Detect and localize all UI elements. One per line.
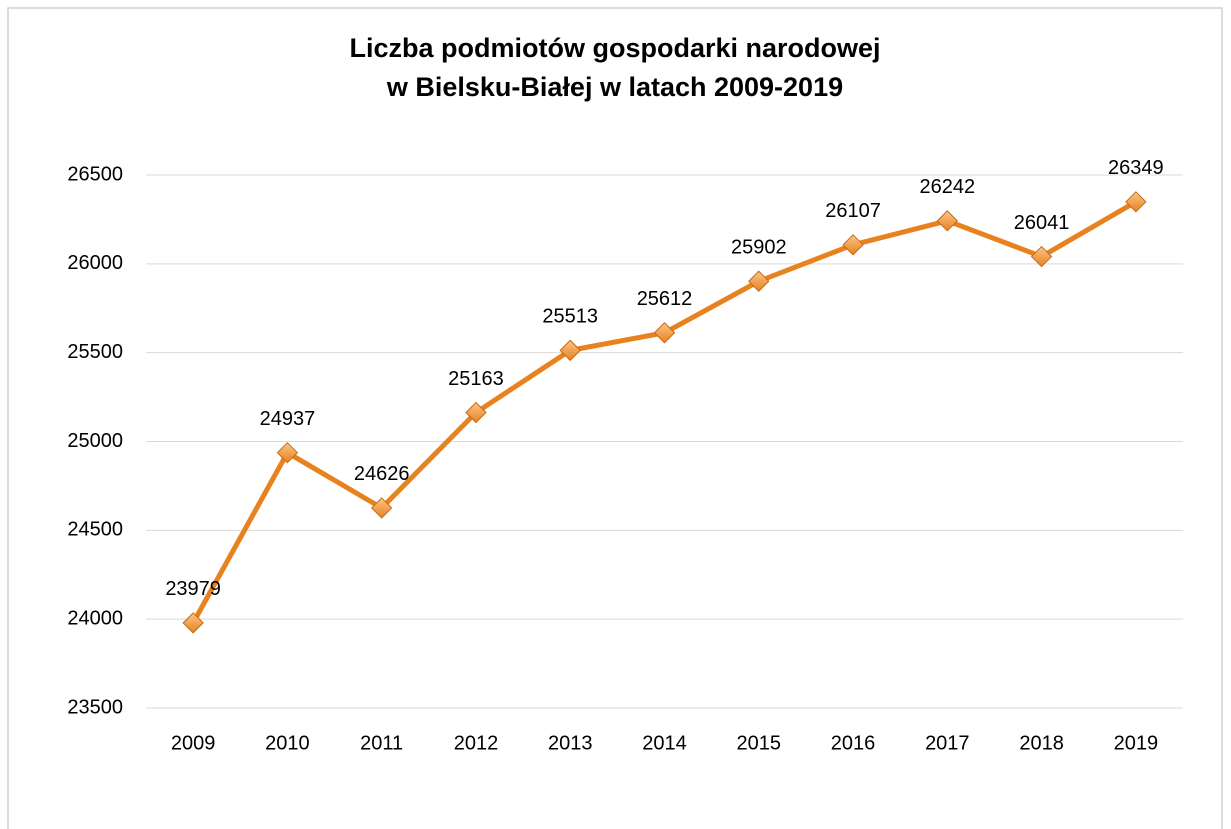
y-tick-label: 25000 bbox=[67, 430, 123, 452]
marker bbox=[748, 270, 770, 292]
y-tick-label: 24000 bbox=[67, 607, 123, 629]
x-tick-label: 2019 bbox=[1114, 732, 1159, 754]
marker bbox=[182, 612, 204, 634]
data-label: 24626 bbox=[354, 463, 410, 485]
x-tick-label: 2016 bbox=[831, 732, 876, 754]
chart-title: w Bielsku-Białej w latach 2009-2019 bbox=[386, 72, 843, 102]
data-label: 25612 bbox=[637, 288, 693, 310]
data-label: 26041 bbox=[1014, 212, 1070, 234]
chart-border bbox=[7, 7, 1223, 829]
marker bbox=[1125, 191, 1147, 213]
x-tick-label: 2009 bbox=[171, 732, 216, 754]
data-label: 26107 bbox=[825, 200, 881, 222]
x-tick-label: 2012 bbox=[454, 732, 499, 754]
data-label: 24937 bbox=[260, 408, 316, 430]
y-tick-label: 25500 bbox=[67, 341, 123, 363]
x-tick-label: 2014 bbox=[642, 732, 687, 754]
marker bbox=[276, 441, 299, 464]
data-label: 25513 bbox=[542, 306, 598, 328]
x-tick-label: 2013 bbox=[548, 732, 593, 754]
data-label: 26349 bbox=[1108, 157, 1164, 179]
marker bbox=[842, 234, 864, 256]
marker bbox=[936, 210, 959, 232]
chart-title: Liczba podmiotów gospodarki narodowej bbox=[349, 33, 880, 63]
marker bbox=[653, 322, 676, 344]
y-tick-label: 26500 bbox=[67, 163, 123, 185]
marker bbox=[370, 497, 393, 519]
x-tick-label: 2010 bbox=[265, 732, 310, 754]
series-line bbox=[190, 199, 1138, 625]
marker bbox=[465, 401, 487, 424]
y-tick-label: 23500 bbox=[67, 696, 123, 718]
y-tick-label: 26000 bbox=[67, 252, 123, 274]
x-tick-label: 2015 bbox=[737, 732, 782, 754]
x-tick-label: 2017 bbox=[925, 732, 970, 754]
data-label: 23979 bbox=[165, 578, 221, 600]
data-label: 25163 bbox=[448, 368, 504, 390]
data-label: 25902 bbox=[731, 237, 787, 259]
marker bbox=[1030, 245, 1053, 268]
y-tick-label: 24500 bbox=[67, 519, 123, 541]
marker bbox=[559, 339, 581, 362]
x-tick-label: 2011 bbox=[360, 732, 403, 754]
data-label: 26242 bbox=[920, 176, 976, 198]
x-tick-label: 2018 bbox=[1019, 732, 1064, 754]
